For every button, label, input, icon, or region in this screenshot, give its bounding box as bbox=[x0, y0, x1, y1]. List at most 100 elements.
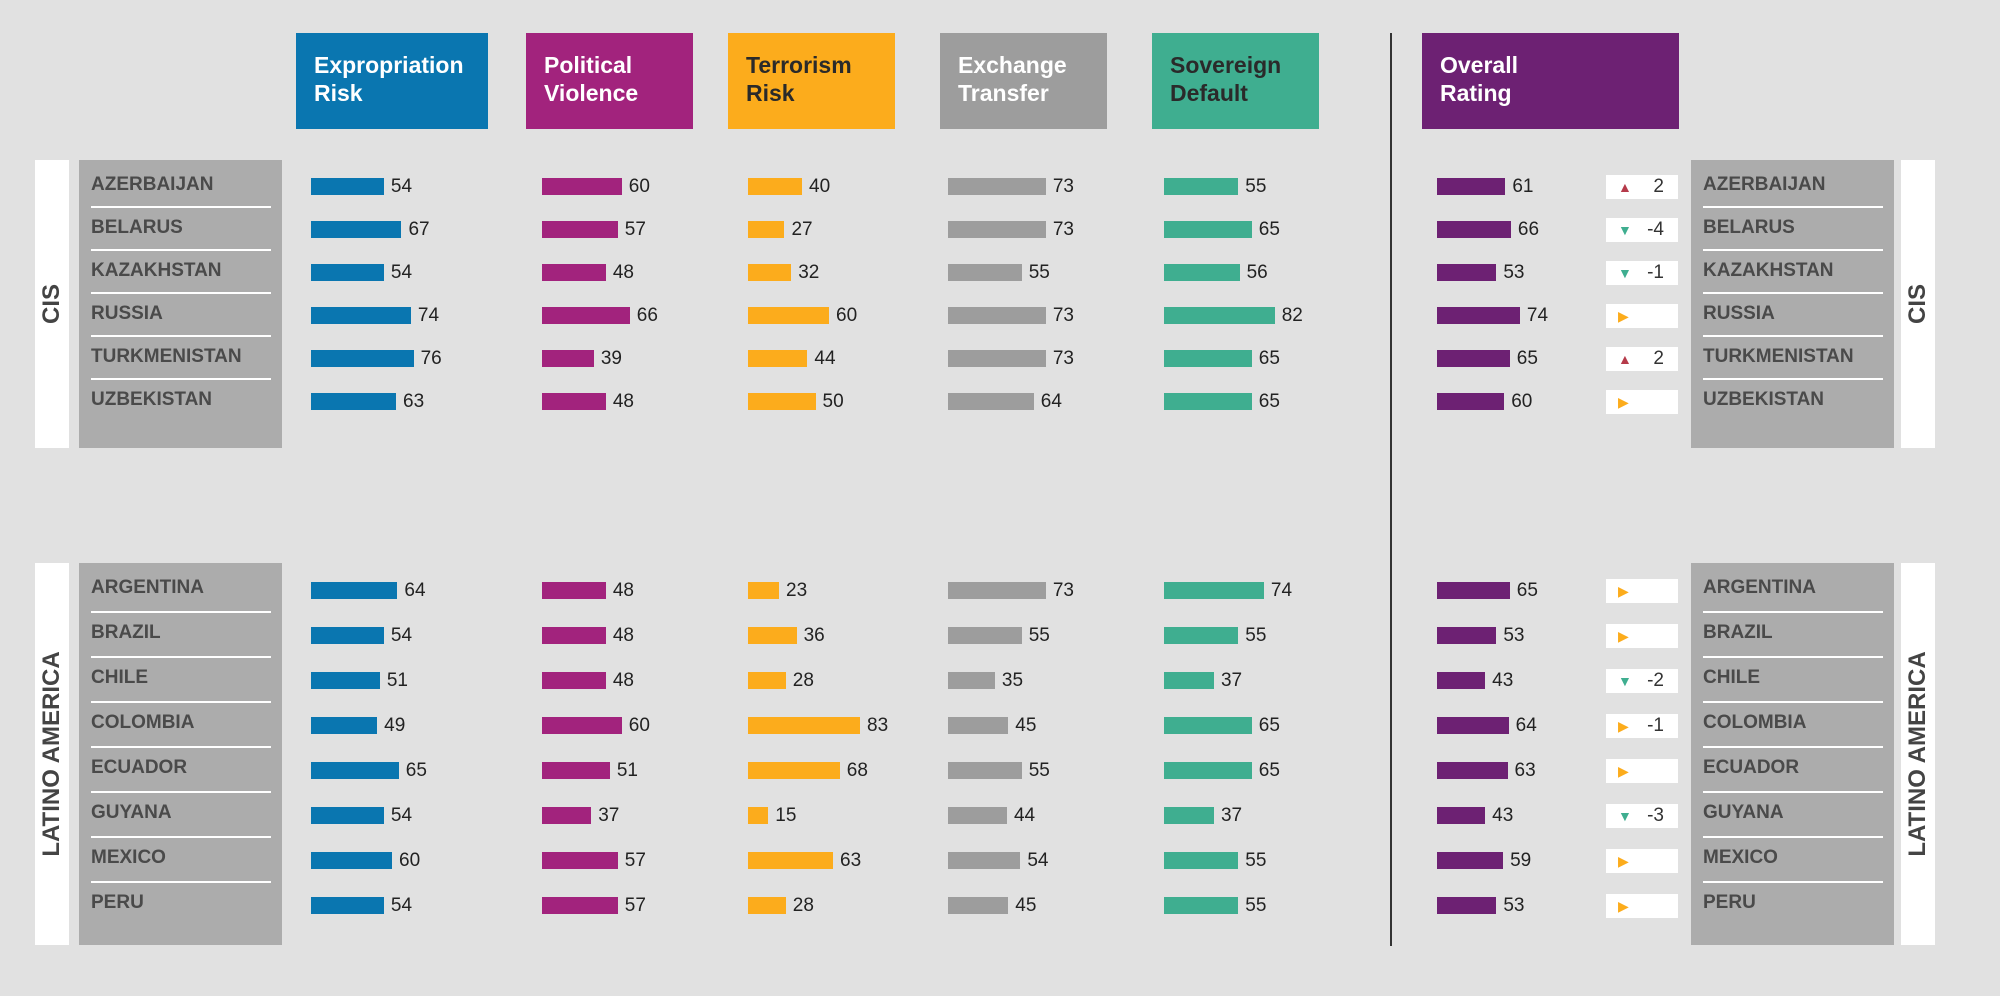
region-label: LATINO AMERICA bbox=[1904, 651, 1931, 857]
value-label-exchange: 55 bbox=[1028, 261, 1050, 283]
arrow-up-icon: ▲ bbox=[1618, 350, 1632, 367]
bar-exchange bbox=[948, 626, 1022, 644]
value-label-political: 57 bbox=[624, 218, 646, 240]
bar-political bbox=[542, 392, 606, 410]
bar-sovereign bbox=[1164, 896, 1239, 914]
bar-expropriation bbox=[311, 716, 378, 734]
bar-political bbox=[542, 671, 606, 689]
value-label-overall: 43 bbox=[1492, 804, 1514, 826]
value-label-political: 60 bbox=[628, 175, 650, 197]
arrow-right-icon: ▶ bbox=[1618, 582, 1629, 599]
bar-exchange bbox=[948, 392, 1034, 410]
rating-change: ▶ bbox=[1606, 623, 1678, 648]
rating-change-value: -2 bbox=[1647, 669, 1664, 691]
value-label-sovereign: 65 bbox=[1258, 714, 1280, 736]
country-label: RUSSIA bbox=[91, 294, 271, 337]
value-label-sovereign: 65 bbox=[1258, 347, 1280, 369]
country-label: KAZAKHSTAN bbox=[1703, 251, 1883, 294]
value-label-political: 48 bbox=[612, 669, 634, 691]
bar-overall bbox=[1437, 896, 1497, 914]
rating-change: ▶ bbox=[1606, 758, 1678, 783]
rating-change: ▼ -4 bbox=[1606, 217, 1678, 242]
bar-political bbox=[542, 716, 622, 734]
country-label: BRAZIL bbox=[91, 613, 271, 658]
country-label: UZBEKISTAN bbox=[91, 389, 213, 410]
rating-change-value: 2 bbox=[1653, 175, 1664, 197]
value-label-sovereign: 65 bbox=[1258, 759, 1280, 781]
bar-exchange bbox=[948, 263, 1022, 281]
bar-terrorism bbox=[748, 177, 802, 195]
bar-terrorism bbox=[748, 263, 792, 281]
bar-overall bbox=[1437, 220, 1511, 238]
rating-change: ▶ bbox=[1606, 893, 1678, 918]
arrow-down-icon: ▼ bbox=[1618, 672, 1632, 689]
column-header-exchange: Exchange Transfer bbox=[940, 33, 1107, 129]
bar-exchange bbox=[948, 581, 1046, 599]
value-label-expropriation: 54 bbox=[390, 261, 413, 283]
bar-overall bbox=[1437, 263, 1497, 281]
bar-sovereign bbox=[1164, 349, 1252, 367]
bar-terrorism bbox=[748, 671, 786, 689]
value-label-overall: 53 bbox=[1503, 894, 1525, 916]
bar-expropriation bbox=[311, 761, 399, 779]
country-list-left-cis: AZERBAIJAN BELARUS KAZAKHSTAN RUSSIA TURKMEN… bbox=[79, 160, 282, 448]
value-label-overall: 53 bbox=[1503, 261, 1525, 283]
arrow-right-icon: ▶ bbox=[1618, 393, 1629, 410]
arrow-up-icon: ▲ bbox=[1618, 178, 1632, 195]
bar-political bbox=[542, 306, 630, 324]
value-label-sovereign: 37 bbox=[1220, 804, 1243, 826]
value-label-sovereign: 65 bbox=[1258, 218, 1280, 240]
value-label-overall: 60 bbox=[1511, 390, 1533, 412]
bar-expropriation bbox=[311, 896, 384, 914]
arrow-right-icon: ▶ bbox=[1618, 717, 1629, 734]
value-label-terrorism: 32 bbox=[798, 261, 820, 283]
value-label-exchange: 73 bbox=[1052, 304, 1074, 326]
bar-political bbox=[542, 349, 594, 367]
bar-terrorism bbox=[748, 716, 861, 734]
value-label-political: 48 bbox=[612, 624, 634, 646]
value-label-terrorism: 44 bbox=[814, 347, 836, 369]
bar-terrorism bbox=[748, 851, 834, 869]
bar-political bbox=[542, 626, 606, 644]
bar-expropriation bbox=[311, 306, 411, 324]
bar-sovereign bbox=[1164, 626, 1239, 644]
arrow-right-icon: ▶ bbox=[1618, 897, 1629, 914]
bar-exchange bbox=[948, 306, 1046, 324]
value-label-sovereign: 55 bbox=[1245, 175, 1267, 197]
value-label-political: 66 bbox=[636, 304, 658, 326]
bar-expropriation bbox=[311, 851, 392, 869]
bar-political bbox=[542, 851, 618, 869]
bar-sovereign bbox=[1164, 716, 1252, 734]
value-label-terrorism: 36 bbox=[803, 624, 825, 646]
country-label: GUYANA bbox=[1703, 793, 1883, 838]
rating-change: ▼ -2 bbox=[1606, 668, 1678, 693]
value-label-expropriation: 60 bbox=[399, 849, 421, 871]
value-label-exchange: 64 bbox=[1040, 390, 1062, 412]
bar-overall bbox=[1437, 851, 1504, 869]
bar-exchange bbox=[948, 349, 1046, 367]
value-label-exchange: 35 bbox=[1001, 669, 1024, 691]
value-label-sovereign: 82 bbox=[1281, 304, 1303, 326]
value-label-sovereign: 55 bbox=[1245, 894, 1267, 916]
value-label-exchange: 55 bbox=[1028, 759, 1050, 781]
value-label-political: 57 bbox=[624, 849, 646, 871]
value-label-political: 37 bbox=[598, 804, 620, 826]
bar-overall bbox=[1437, 392, 1505, 410]
rating-change: ▼ -3 bbox=[1606, 803, 1678, 828]
value-label-overall: 53 bbox=[1503, 624, 1525, 646]
bar-sovereign bbox=[1164, 761, 1252, 779]
rating-change-value: -3 bbox=[1647, 804, 1664, 826]
value-label-overall: 43 bbox=[1492, 669, 1514, 691]
country-label: ECUADOR bbox=[1703, 748, 1883, 793]
region-label: CIS bbox=[38, 283, 65, 325]
country-label: GUYANA bbox=[91, 793, 271, 838]
country-label: AZERBAIJAN bbox=[91, 165, 271, 208]
bar-political bbox=[542, 761, 610, 779]
value-label-terrorism: 68 bbox=[846, 759, 868, 781]
value-label-expropriation: 64 bbox=[404, 579, 426, 601]
bar-overall bbox=[1437, 177, 1506, 195]
bar-expropriation bbox=[311, 806, 384, 824]
value-label-expropriation: 63 bbox=[403, 390, 425, 412]
bar-expropriation bbox=[311, 392, 397, 410]
bar-expropriation bbox=[311, 220, 402, 238]
